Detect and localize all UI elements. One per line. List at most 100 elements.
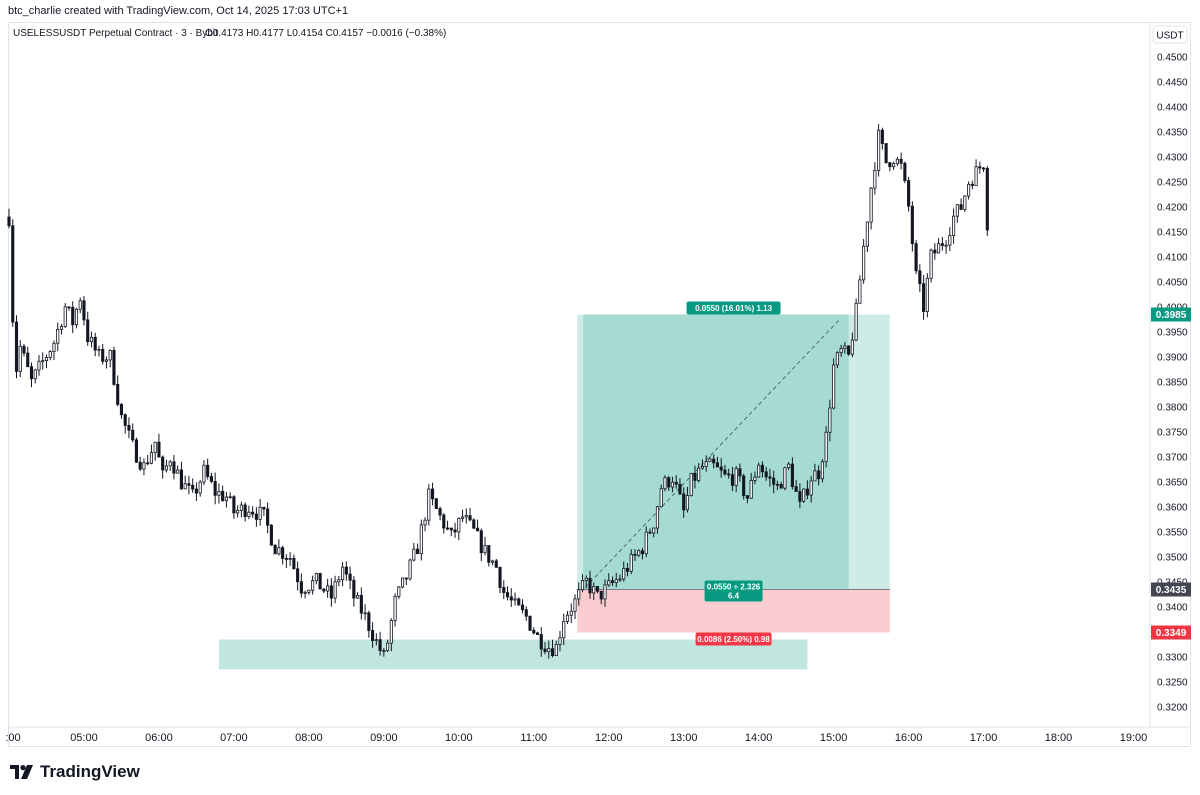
candle[interactable] xyxy=(925,273,929,318)
candle[interactable] xyxy=(648,528,652,535)
candle[interactable] xyxy=(749,472,753,499)
candle[interactable] xyxy=(183,475,187,490)
candle[interactable] xyxy=(783,466,787,491)
candle[interactable] xyxy=(93,332,97,357)
candle[interactable] xyxy=(374,633,378,646)
candle[interactable] xyxy=(929,248,933,283)
candle[interactable] xyxy=(772,470,776,494)
candle[interactable] xyxy=(490,559,495,566)
candle[interactable] xyxy=(161,455,165,479)
candle[interactable] xyxy=(187,475,191,495)
candle[interactable] xyxy=(176,465,180,474)
candle[interactable] xyxy=(858,275,862,304)
candle[interactable] xyxy=(472,518,476,530)
candle[interactable] xyxy=(232,495,236,519)
candle[interactable] xyxy=(78,297,82,314)
candle[interactable] xyxy=(790,457,794,490)
candle[interactable] xyxy=(667,475,671,491)
candle[interactable] xyxy=(937,238,941,254)
candle[interactable] xyxy=(535,631,540,636)
candle[interactable] xyxy=(26,346,30,368)
candle[interactable] xyxy=(539,627,543,657)
candle[interactable] xyxy=(367,610,371,638)
candle[interactable] xyxy=(760,461,764,478)
candle[interactable] xyxy=(41,352,45,370)
candle[interactable] xyxy=(558,630,562,652)
candle[interactable] xyxy=(378,631,382,656)
candle[interactable] xyxy=(715,456,720,468)
candle[interactable] xyxy=(228,492,232,499)
candle[interactable] xyxy=(933,243,937,260)
candle[interactable] xyxy=(67,306,71,311)
candle[interactable] xyxy=(498,566,502,594)
candle[interactable] xyxy=(805,480,809,500)
candle[interactable] xyxy=(952,208,956,244)
candle[interactable] xyxy=(318,572,322,590)
candle[interactable] xyxy=(52,340,56,361)
candle[interactable] xyxy=(296,561,300,591)
candle[interactable] xyxy=(820,459,824,483)
candle[interactable] xyxy=(974,159,978,187)
candle[interactable] xyxy=(262,506,266,516)
candle[interactable] xyxy=(689,472,693,497)
candle[interactable] xyxy=(254,507,258,527)
candle[interactable] xyxy=(884,143,888,164)
candle[interactable] xyxy=(344,561,348,581)
candle[interactable] xyxy=(251,506,255,518)
candle[interactable] xyxy=(802,488,806,503)
candle[interactable] xyxy=(449,527,453,537)
candle[interactable] xyxy=(577,582,581,606)
candle[interactable] xyxy=(547,640,551,659)
candle[interactable] xyxy=(194,482,198,502)
currency-badge[interactable]: USDT xyxy=(1152,25,1188,44)
candle[interactable] xyxy=(835,351,839,369)
candle[interactable] xyxy=(314,572,318,585)
candle[interactable] xyxy=(817,465,821,486)
candle[interactable] xyxy=(269,524,273,546)
candle[interactable] xyxy=(453,522,457,538)
candle[interactable] xyxy=(134,437,139,463)
candle[interactable] xyxy=(727,468,731,479)
candle[interactable] xyxy=(682,487,686,518)
candle[interactable] xyxy=(243,502,247,522)
candle[interactable] xyxy=(101,344,105,365)
candle[interactable] xyxy=(475,519,480,532)
candle[interactable] xyxy=(843,341,847,354)
candle[interactable] xyxy=(637,549,641,558)
candle[interactable] xyxy=(397,586,401,600)
candle[interactable] xyxy=(386,639,390,653)
candle[interactable] xyxy=(104,356,109,369)
candle[interactable] xyxy=(644,526,648,558)
candle[interactable] xyxy=(693,465,697,489)
candle[interactable] xyxy=(580,574,585,593)
candle[interactable] xyxy=(438,506,442,521)
candle[interactable] xyxy=(179,461,183,490)
candle[interactable] xyxy=(11,219,15,327)
candle[interactable] xyxy=(288,552,292,566)
candle[interactable] xyxy=(292,554,296,570)
candle[interactable] xyxy=(959,198,963,211)
candle[interactable] xyxy=(828,399,832,442)
candle[interactable] xyxy=(674,475,678,489)
candle[interactable] xyxy=(757,462,761,478)
candle[interactable] xyxy=(588,570,592,599)
candle[interactable] xyxy=(333,575,337,604)
candle[interactable] xyxy=(329,578,333,607)
candle[interactable] xyxy=(123,413,127,434)
candle[interactable] xyxy=(108,349,112,368)
candle[interactable] xyxy=(131,423,135,443)
candle[interactable] xyxy=(284,554,288,568)
candle[interactable] xyxy=(18,340,22,378)
candle[interactable] xyxy=(168,459,172,471)
candle[interactable] xyxy=(982,166,986,173)
candle[interactable] xyxy=(745,495,749,504)
candle[interactable] xyxy=(888,162,892,172)
candle[interactable] xyxy=(359,587,363,620)
candle[interactable] xyxy=(494,558,498,568)
candle[interactable] xyxy=(445,520,450,531)
candle[interactable] xyxy=(873,162,877,195)
candle[interactable] xyxy=(562,613,566,646)
candle[interactable] xyxy=(142,458,146,476)
candle[interactable] xyxy=(502,580,506,600)
candle[interactable] xyxy=(633,549,637,561)
